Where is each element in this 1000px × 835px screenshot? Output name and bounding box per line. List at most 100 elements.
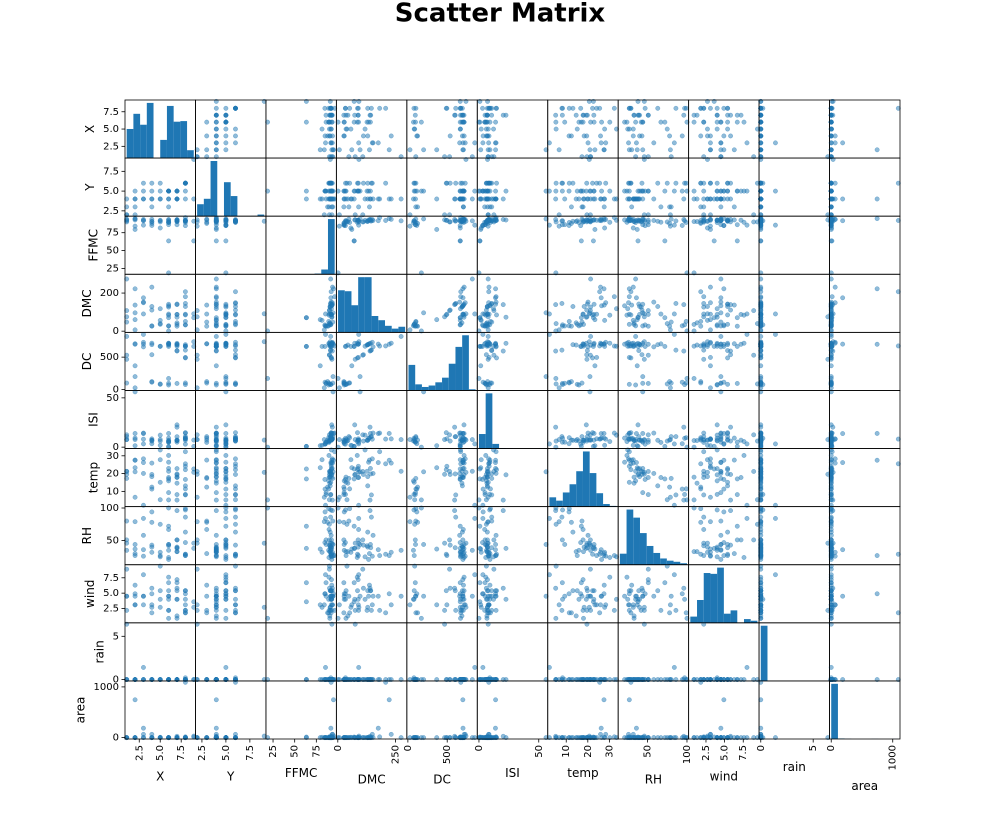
scatter-point: [233, 308, 237, 312]
scatter-point: [646, 567, 650, 571]
scatter-point: [719, 320, 723, 324]
scatter-point: [640, 181, 644, 185]
scatter-point: [356, 332, 360, 336]
panel-frame: [830, 507, 900, 565]
scatter-point: [640, 353, 644, 357]
scatter-point: [695, 481, 699, 485]
scatter-point: [331, 189, 335, 193]
scatter-point: [705, 226, 709, 230]
scatter-point: [166, 542, 170, 546]
scatter-point: [585, 113, 589, 117]
scatter-point: [484, 382, 488, 386]
scatter-point: [224, 148, 228, 152]
scatter-point: [464, 470, 468, 474]
panel: [829, 215, 900, 275]
scatter-point: [141, 533, 145, 537]
scatter-point: [387, 431, 391, 435]
scatter-point: [133, 205, 137, 209]
scatter-point: [571, 588, 575, 592]
scatter-point: [663, 315, 667, 319]
scatter-point: [214, 141, 218, 145]
scatter-point: [625, 120, 629, 124]
scatter-point: [486, 357, 490, 361]
scatter-point: [458, 450, 462, 454]
scatter-point: [646, 308, 650, 312]
histogram-bar: [455, 347, 462, 391]
scatter-point: [330, 303, 334, 307]
scatter-point: [320, 605, 324, 609]
scatter-point: [608, 575, 612, 579]
scatter-point: [349, 605, 353, 609]
scatter-point: [327, 527, 331, 531]
scatter-point: [489, 113, 493, 117]
scatter-point: [489, 348, 493, 352]
scatter-point: [659, 120, 663, 124]
scatter-point: [705, 197, 709, 201]
scatter-point: [214, 458, 218, 462]
scatter-point: [457, 533, 461, 537]
scatter-point: [233, 457, 237, 461]
scatter-point: [593, 227, 597, 231]
scatter-point: [356, 181, 360, 185]
panel: [477, 157, 549, 217]
scatter-point: [133, 218, 137, 222]
scatter-point: [722, 553, 726, 557]
scatter-point: [699, 290, 703, 294]
scatter-point: [233, 348, 237, 352]
scatter-point: [641, 120, 645, 124]
scatter-point: [484, 134, 488, 138]
scatter-point: [473, 516, 477, 520]
scatter-point: [353, 608, 357, 612]
scatter-point: [399, 469, 403, 473]
scatter-point: [674, 493, 678, 497]
scatter-point: [462, 120, 466, 124]
scatter-point: [352, 239, 356, 243]
scatter-point: [214, 364, 218, 368]
scatter-point: [337, 437, 341, 441]
panel: [759, 506, 830, 565]
scatter-point: [553, 302, 557, 306]
scatter-point: [214, 120, 218, 124]
scatter-point: [585, 348, 589, 352]
scatter-point: [368, 113, 372, 117]
scatter-point: [457, 471, 461, 475]
scatter-point: [369, 515, 373, 519]
scatter-point: [488, 148, 492, 152]
scatter-point: [629, 205, 633, 209]
scatter-point: [557, 386, 561, 390]
scatter-point: [585, 586, 589, 590]
scatter-point: [585, 308, 589, 312]
scatter-point: [563, 542, 567, 546]
scatter-point: [626, 127, 630, 131]
scatter-point: [722, 510, 726, 514]
scatter-point: [486, 608, 490, 612]
scatter-point: [745, 312, 749, 316]
scatter-point: [389, 603, 393, 607]
scatter-point: [702, 120, 706, 124]
scatter-point: [342, 479, 346, 483]
scatter-point: [728, 181, 732, 185]
scatter-point: [363, 433, 367, 437]
scatter-point: [150, 603, 154, 607]
scatter-point: [773, 223, 777, 227]
scatter-point: [577, 439, 581, 443]
scatter-point: [554, 127, 558, 131]
scatter-point: [323, 573, 327, 577]
scatter-point: [183, 344, 187, 348]
scatter-point: [214, 466, 218, 470]
scatter-point: [591, 239, 595, 243]
scatter-point: [682, 425, 686, 429]
scatter-point: [183, 290, 187, 294]
scatter-point: [560, 106, 564, 110]
scatter-point: [629, 290, 633, 294]
scatter-point: [840, 296, 844, 300]
histogram-bar: [704, 573, 711, 623]
scatter-point: [383, 106, 387, 110]
scatter-point: [214, 324, 218, 328]
scatter-point: [599, 594, 603, 598]
scatter-point: [493, 542, 497, 546]
scatter-point: [183, 323, 187, 327]
panel: [618, 332, 689, 390]
histogram-bar: [442, 378, 449, 391]
scatter-point: [141, 189, 145, 193]
